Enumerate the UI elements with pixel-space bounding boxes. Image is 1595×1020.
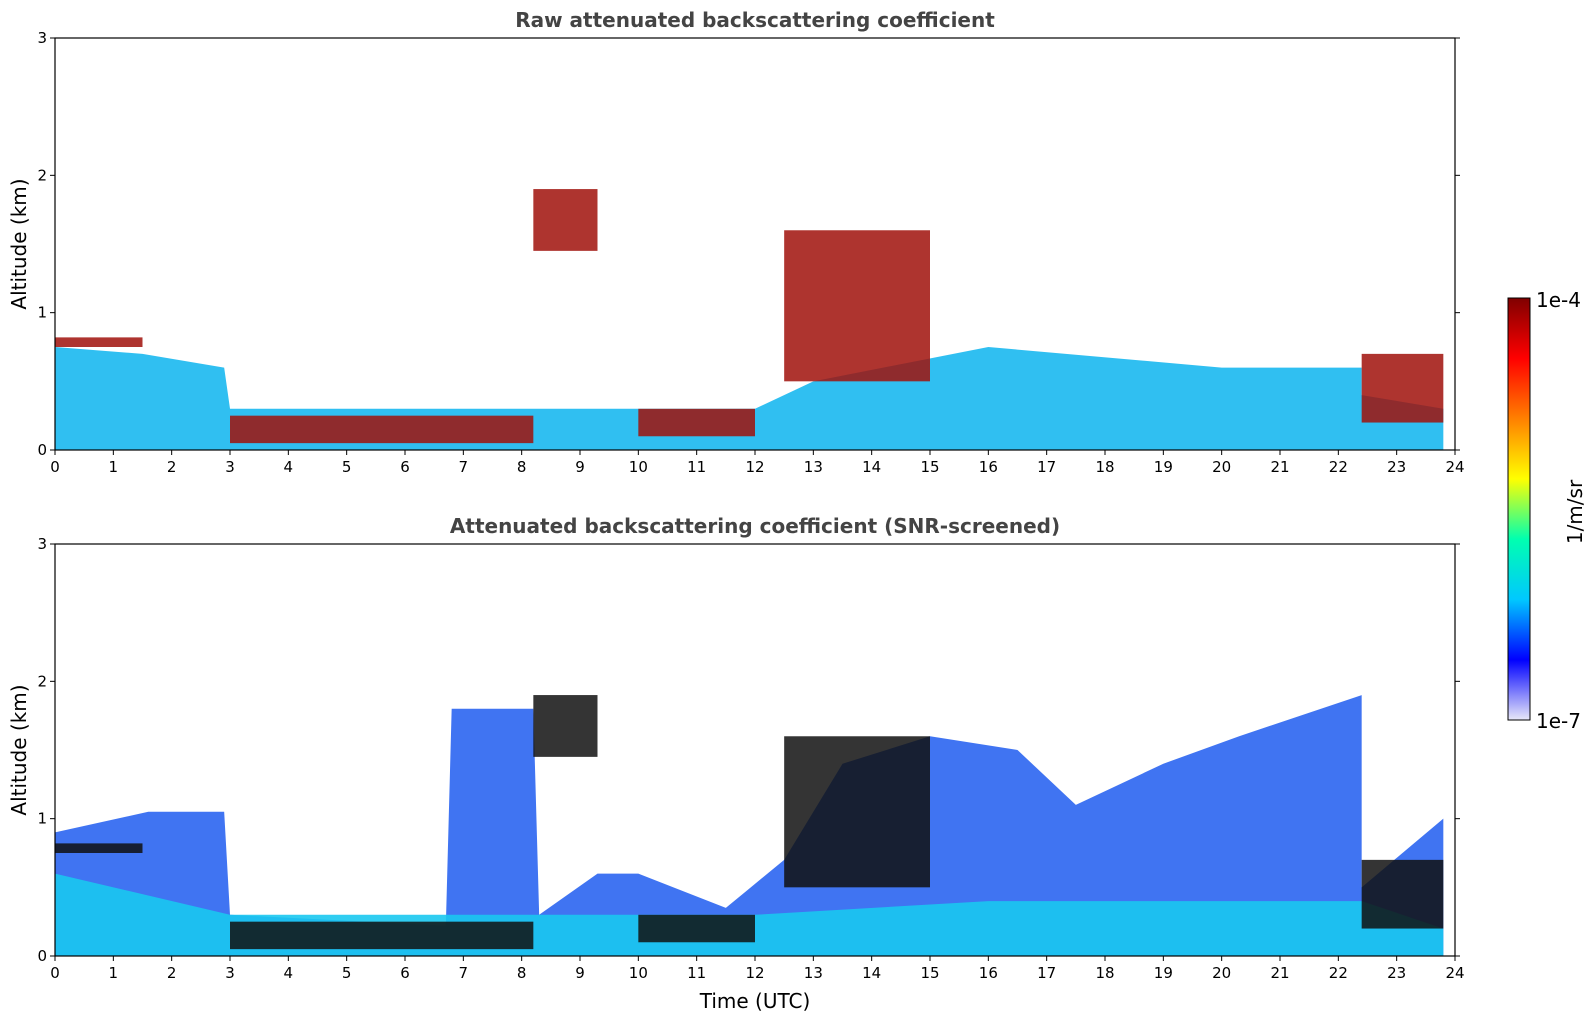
x-tick-label: 12 bbox=[745, 964, 764, 982]
x-tick-label: 21 bbox=[1270, 964, 1289, 982]
x-tick-label: 14 bbox=[862, 458, 881, 476]
x-tick-label: 10 bbox=[629, 964, 648, 982]
y-axis-ticks: 0 1 2 3 bbox=[37, 29, 1460, 459]
colorbar: 1e-4 1e-7 1/m/sr bbox=[1507, 288, 1587, 733]
y-axis-label: Altitude (km) bbox=[7, 684, 31, 815]
y-tick-label: 2 bbox=[37, 166, 47, 184]
x-tick-label: 0 bbox=[50, 964, 60, 982]
cloud-feature bbox=[784, 230, 930, 382]
x-tick-label: 22 bbox=[1329, 458, 1348, 476]
x-tick-label: 1 bbox=[109, 964, 119, 982]
y-axis-label: Altitude (km) bbox=[7, 178, 31, 309]
cloud-feature bbox=[55, 843, 143, 853]
clear-region bbox=[230, 38, 309, 409]
x-tick-label: 3 bbox=[225, 458, 235, 476]
x-tick-label: 9 bbox=[575, 458, 585, 476]
cloud-feature bbox=[1361, 859, 1444, 929]
x-tick-label: 19 bbox=[1154, 458, 1173, 476]
x-tick-label: 17 bbox=[1037, 964, 1056, 982]
bright-band bbox=[451, 38, 534, 299]
raw-backscatter-heatmap bbox=[55, 38, 1444, 450]
cloud-feature bbox=[230, 921, 534, 950]
x-tick-label: 24 bbox=[1445, 458, 1464, 476]
colorbar-min-label: 1e-7 bbox=[1536, 709, 1581, 733]
x-tick-label: 11 bbox=[687, 964, 706, 982]
x-tick-label: 21 bbox=[1270, 458, 1289, 476]
y-tick-label: 1 bbox=[37, 304, 47, 322]
colorbar-unit-label: 1/m/sr bbox=[1563, 479, 1587, 544]
snr-screened-panel: Attenuated backscattering coefficient (S… bbox=[7, 514, 1465, 1013]
x-tick-label: 7 bbox=[459, 458, 469, 476]
cloud-feature bbox=[533, 189, 598, 251]
y-axis-ticks: 0 1 2 3 bbox=[37, 535, 1460, 965]
x-tick-label: 17 bbox=[1037, 458, 1056, 476]
x-tick-label: 14 bbox=[862, 964, 881, 982]
snr-screened-heatmap bbox=[55, 695, 1444, 956]
x-tick-label: 16 bbox=[979, 964, 998, 982]
panel-title-raw: Raw attenuated backscattering coefficien… bbox=[515, 8, 995, 32]
y-tick-label: 1 bbox=[37, 810, 47, 828]
y-tick-label: 0 bbox=[37, 947, 47, 965]
x-tick-label: 20 bbox=[1212, 964, 1231, 982]
x-tick-label: 6 bbox=[400, 458, 410, 476]
x-tick-label: 0 bbox=[50, 458, 60, 476]
x-tick-label: 15 bbox=[920, 458, 939, 476]
y-tick-label: 3 bbox=[37, 535, 47, 553]
x-tick-label: 15 bbox=[920, 964, 939, 982]
x-tick-label: 13 bbox=[804, 458, 823, 476]
x-axis-label: Time (UTC) bbox=[699, 989, 811, 1013]
cloud-feature bbox=[230, 415, 534, 444]
x-tick-label: 10 bbox=[629, 458, 648, 476]
x-axis-ticks: 0 1 2 3 4 5 6 7 8 9 10 11 12 13 14 15 16 17 18 19 20 21 22 23 24 bbox=[50, 450, 1465, 476]
x-tick-label: 2 bbox=[167, 964, 177, 982]
cloud-feature bbox=[1361, 353, 1444, 423]
cloud-feature bbox=[638, 408, 755, 437]
x-tick-label: 5 bbox=[342, 458, 352, 476]
x-tick-label: 4 bbox=[284, 964, 294, 982]
colorbar-max-label: 1e-4 bbox=[1536, 288, 1581, 312]
x-axis-ticks: 0 1 2 3 4 5 6 7 8 9 10 11 12 13 14 15 16 17 18 19 20 21 22 23 24 bbox=[50, 956, 1465, 982]
x-tick-label: 4 bbox=[284, 458, 294, 476]
x-tick-label: 9 bbox=[575, 964, 585, 982]
x-tick-label: 18 bbox=[1095, 458, 1114, 476]
x-tick-label: 22 bbox=[1329, 964, 1348, 982]
x-tick-label: 19 bbox=[1154, 964, 1173, 982]
x-tick-label: 20 bbox=[1212, 458, 1231, 476]
x-tick-label: 7 bbox=[459, 964, 469, 982]
x-tick-label: 8 bbox=[517, 458, 527, 476]
x-tick-label: 11 bbox=[687, 458, 706, 476]
x-tick-label: 1 bbox=[109, 458, 119, 476]
x-tick-label: 23 bbox=[1387, 964, 1406, 982]
x-tick-label: 8 bbox=[517, 964, 527, 982]
y-tick-label: 0 bbox=[37, 441, 47, 459]
x-tick-label: 16 bbox=[979, 458, 998, 476]
y-tick-label: 2 bbox=[37, 672, 47, 690]
cloud-feature bbox=[638, 914, 755, 943]
cloud-feature bbox=[55, 337, 143, 347]
x-tick-label: 13 bbox=[804, 964, 823, 982]
x-tick-label: 23 bbox=[1387, 458, 1406, 476]
cloud-feature bbox=[533, 695, 598, 757]
y-tick-label: 3 bbox=[37, 29, 47, 47]
screened-signal-region bbox=[55, 695, 1444, 956]
x-tick-label: 24 bbox=[1445, 964, 1464, 982]
x-tick-label: 3 bbox=[225, 964, 235, 982]
panel-title-screened: Attenuated backscattering coefficient (S… bbox=[450, 514, 1060, 538]
cloud-feature bbox=[784, 736, 930, 888]
x-tick-label: 5 bbox=[342, 964, 352, 982]
x-tick-label: 12 bbox=[745, 458, 764, 476]
sparse-region bbox=[308, 38, 446, 420]
x-tick-label: 18 bbox=[1095, 964, 1114, 982]
x-tick-label: 2 bbox=[167, 458, 177, 476]
colorbar-gradient bbox=[1507, 297, 1531, 721]
x-tick-label: 6 bbox=[400, 964, 410, 982]
raw-backscatter-panel: Raw attenuated backscattering coefficien… bbox=[7, 8, 1465, 476]
